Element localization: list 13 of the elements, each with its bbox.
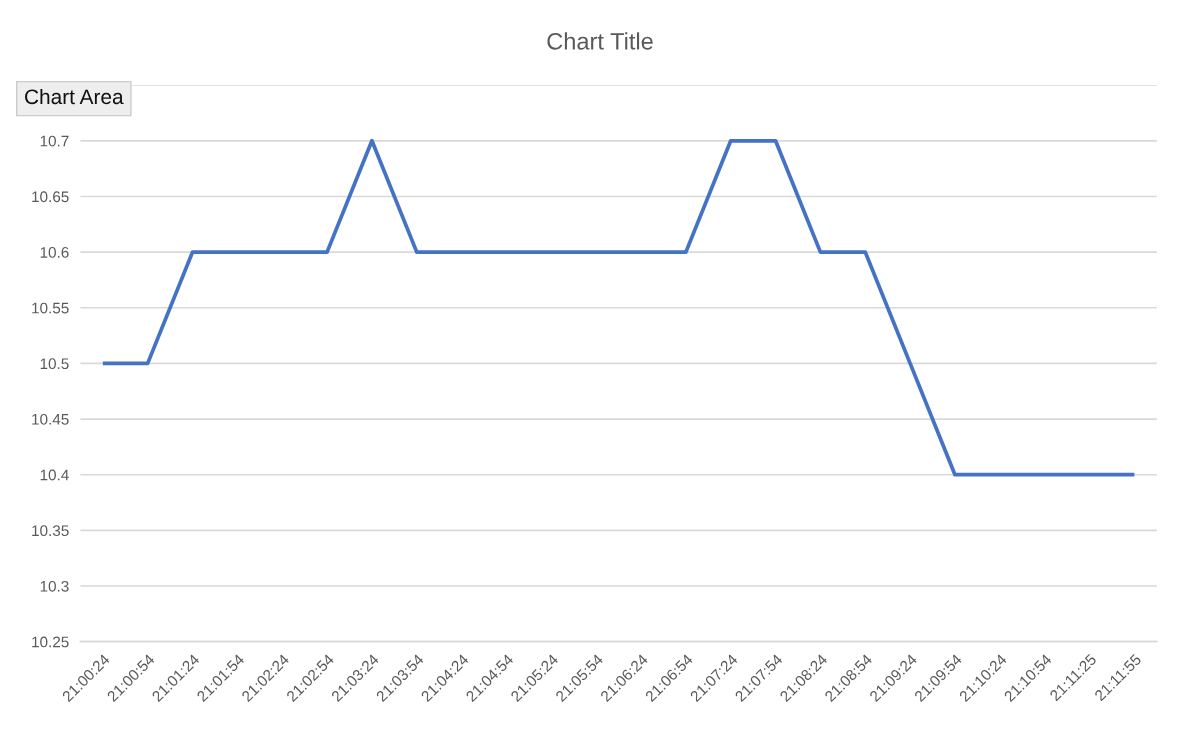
y-tick-label: 10.5: [40, 358, 69, 370]
y-tick-label: 10.7: [40, 135, 69, 147]
y-tick-label: 10.55: [32, 302, 69, 314]
y-tick-label: 10.45: [32, 413, 69, 425]
chart-title: Chart Title: [547, 32, 653, 50]
y-tick-label: 10.65: [32, 191, 69, 203]
y-tick-label: 10.25: [32, 636, 69, 648]
annotation: Chart Area: [25, 88, 124, 105]
y-tick-label: 10.3: [40, 580, 69, 592]
y-tick-label: 10.6: [40, 246, 69, 258]
line-series: [100, 138, 1137, 477]
y-tick-label: 10.35: [32, 525, 69, 537]
y-tick-label: 10.4: [40, 469, 69, 481]
